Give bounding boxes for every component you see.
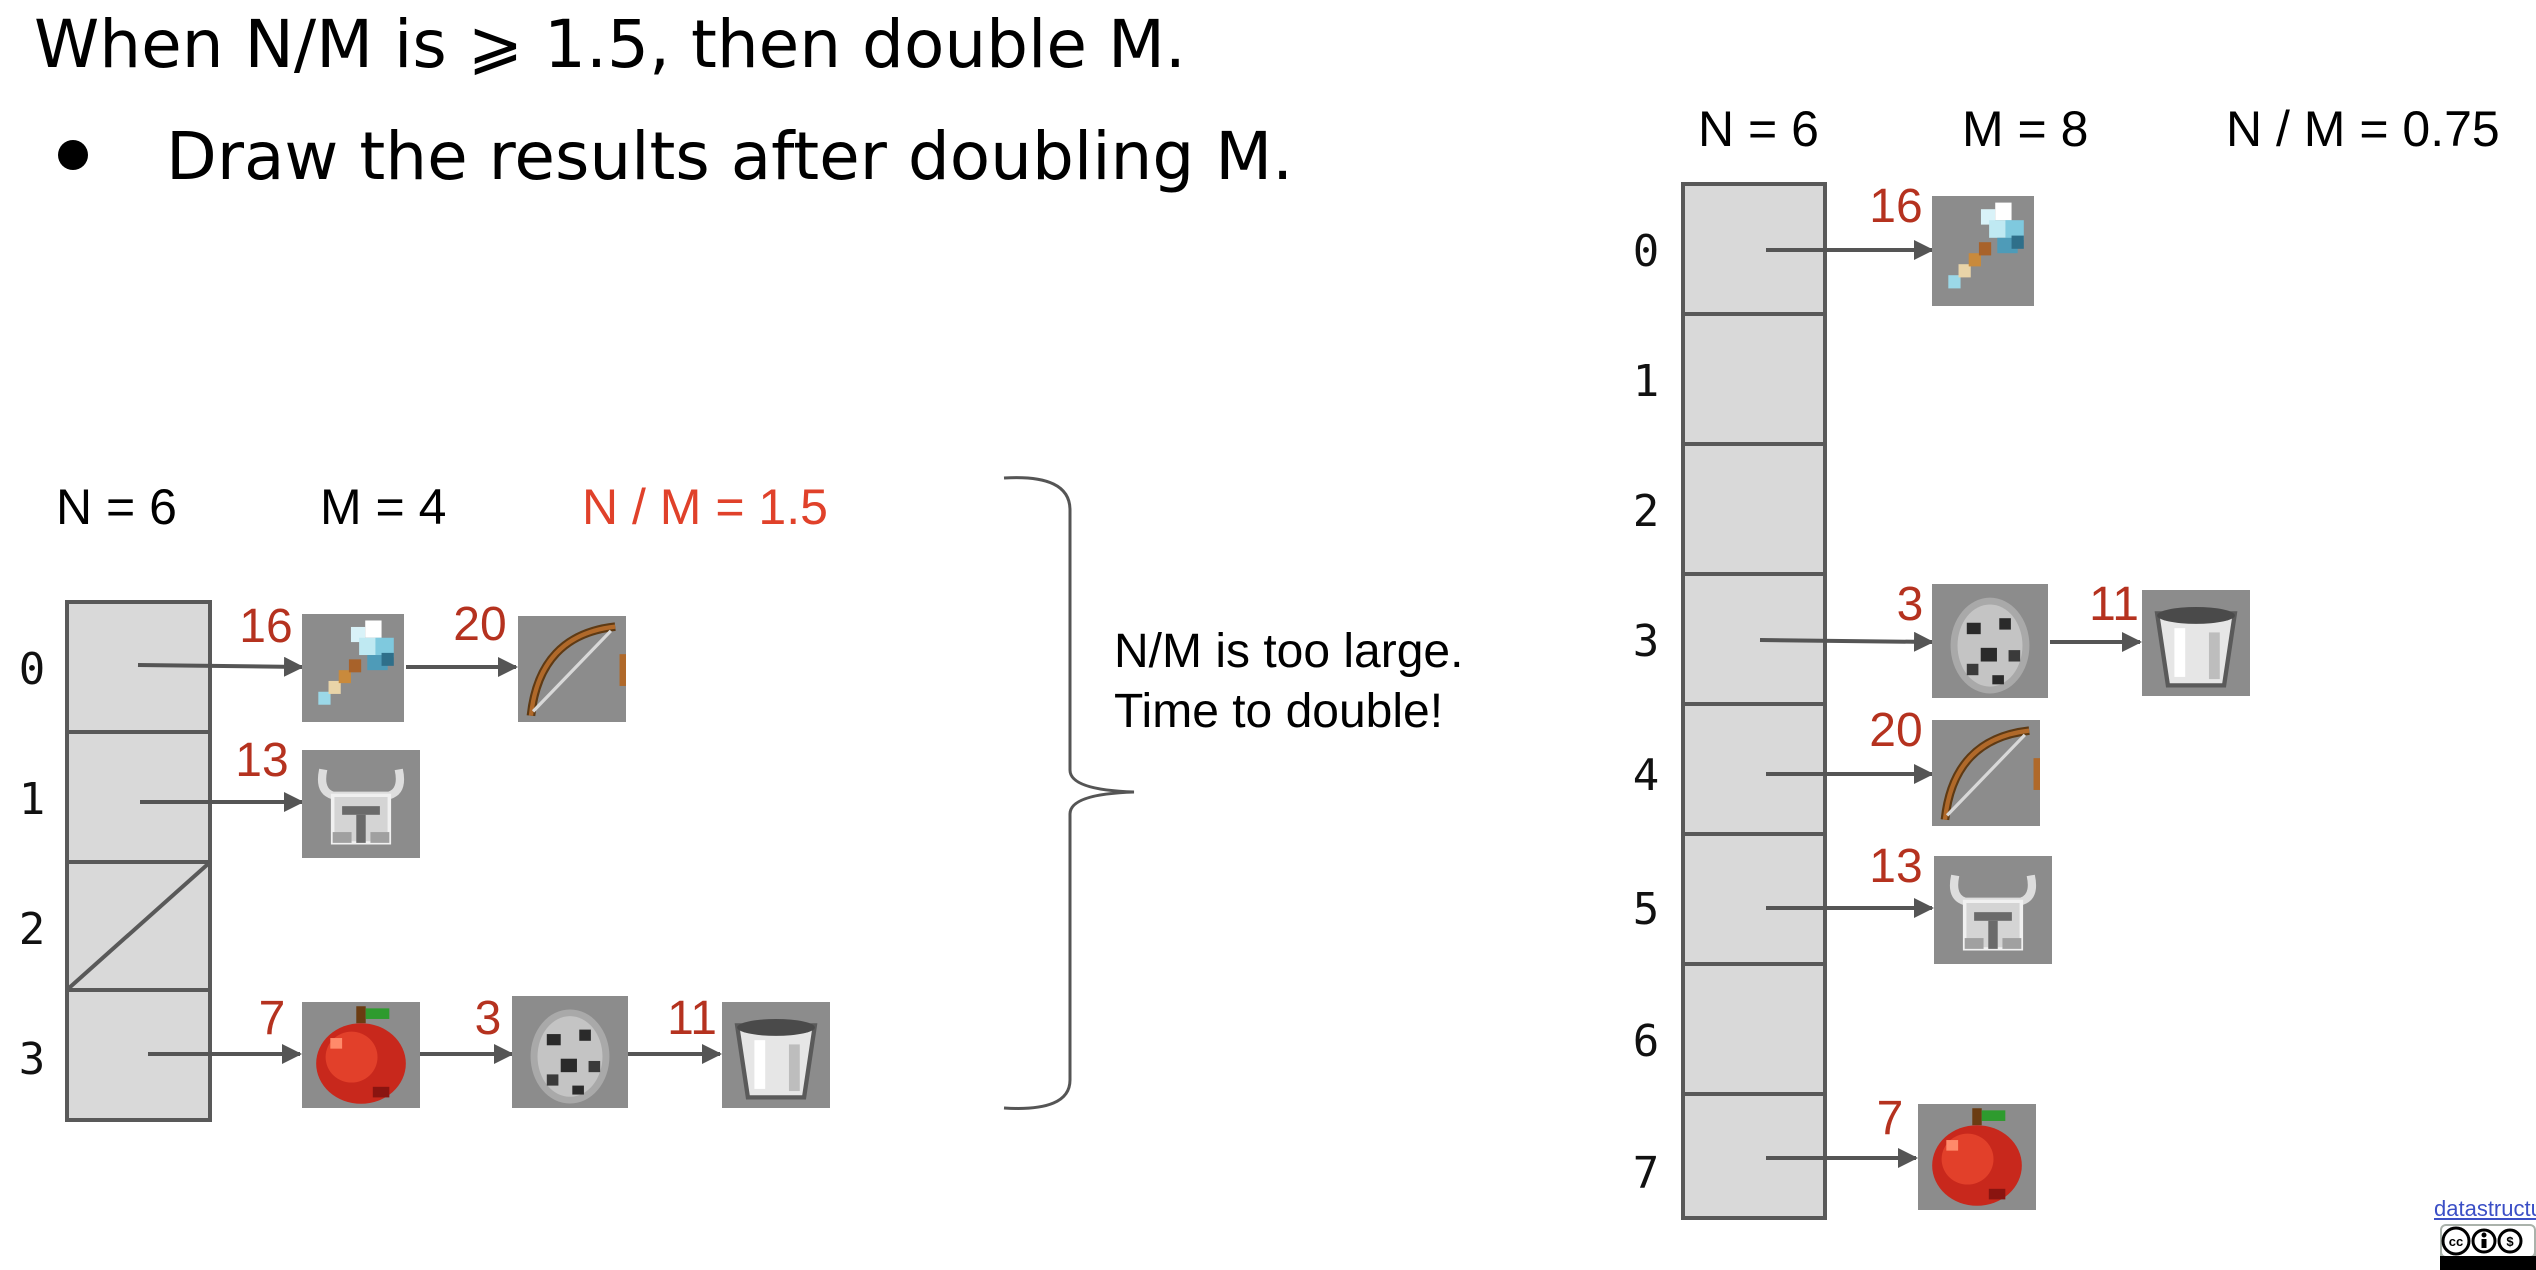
spawn-egg-icon	[512, 996, 628, 1108]
left-key-7: 7	[259, 992, 286, 1045]
right-key-3: 3	[1897, 578, 1924, 631]
bucket-icon	[722, 1002, 830, 1108]
bucket-icon	[2142, 590, 2250, 696]
right-key-16: 16	[1869, 180, 1922, 233]
left-key-3: 3	[475, 992, 502, 1045]
left-index-2: 2	[19, 904, 46, 955]
right-bucket-2	[1681, 442, 1827, 576]
bullet-point	[58, 140, 88, 170]
bow-icon	[1932, 720, 2040, 826]
left-pointer-arrow	[137, 656, 304, 677]
right-index-5: 5	[1633, 884, 1660, 935]
axe-icon	[302, 614, 404, 722]
datastructures-link[interactable]: datastructur.es	[2434, 1196, 2536, 1221]
resize-note-line-1: N/M is too large.	[1114, 625, 1464, 678]
right-index-1: 1	[1633, 356, 1660, 407]
left-key-11: 11	[667, 992, 717, 1045]
left-m-label: M = 4	[320, 479, 447, 535]
right-index-6: 6	[1633, 1016, 1660, 1067]
right-pointer-arrow	[1759, 631, 1934, 652]
axe-icon	[1932, 196, 2034, 306]
left-key-13: 13	[235, 734, 288, 787]
right-index-7: 7	[1633, 1148, 1660, 1199]
right-bucket-4	[1681, 702, 1827, 836]
apple-icon	[1918, 1104, 2036, 1210]
right-ratio-label: N / M = 0.75	[2226, 101, 2500, 157]
right-key-7: 7	[1877, 1092, 1904, 1145]
left-bucket-array	[65, 600, 212, 1122]
svg-text:cc: cc	[2449, 1234, 2463, 1249]
right-index-4: 4	[1633, 750, 1660, 801]
curly-brace	[1003, 476, 1135, 1110]
right-index-0: 0	[1633, 226, 1660, 277]
spawn-egg-icon	[1932, 584, 2048, 698]
right-bucket-5	[1681, 832, 1827, 966]
helmet-icon	[302, 750, 420, 858]
right-m-label: M = 8	[1962, 101, 2089, 157]
right-key-20: 20	[1869, 704, 1922, 757]
cc-by-nc-sa-badge: cc $	[2440, 1224, 2536, 1270]
right-bucket-6	[1681, 962, 1827, 1096]
left-index-3: 3	[19, 1034, 46, 1085]
resize-note-line-2: Time to double!	[1114, 685, 1444, 738]
left-key-16: 16	[239, 600, 292, 653]
bullet-text: Draw the results after doubling M.	[166, 118, 1294, 195]
left-index-1: 1	[19, 774, 46, 825]
left-bucket-1	[65, 730, 212, 864]
right-key-13: 13	[1869, 840, 1922, 893]
slide-heading: When N/M is ⩾ 1.5, then double M.	[34, 6, 1186, 83]
left-bucket-2-null-slash	[67, 862, 210, 990]
right-n-label: N = 6	[1698, 101, 1819, 157]
bow-icon	[518, 616, 626, 722]
right-index-2: 2	[1633, 486, 1660, 537]
left-ratio-label: N / M = 1.5	[582, 479, 828, 535]
right-bucket-array	[1681, 182, 1827, 1220]
left-n-label: N = 6	[56, 479, 177, 535]
right-index-3: 3	[1633, 616, 1660, 667]
apple-icon	[302, 1002, 420, 1108]
left-key-20: 20	[453, 598, 506, 651]
right-key-11: 11	[2089, 578, 2139, 631]
resize-note: N/M is too large. Time to double!	[1114, 622, 1463, 742]
right-bucket-1	[1681, 312, 1827, 446]
left-index-0: 0	[19, 644, 46, 695]
helmet-icon	[1934, 856, 2052, 964]
svg-text:$: $	[2506, 1234, 2514, 1249]
